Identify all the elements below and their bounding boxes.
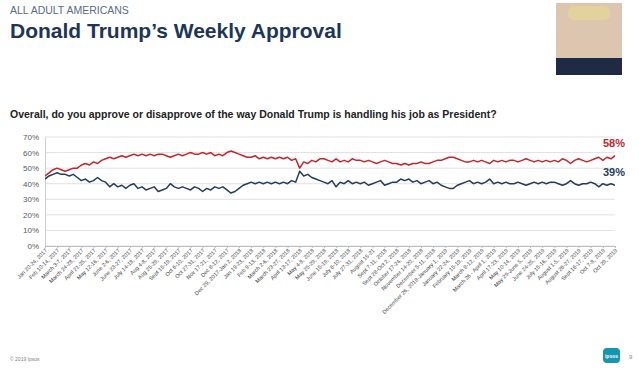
x-tick-mark	[178, 246, 179, 248]
end-label: 58%	[603, 137, 625, 149]
y-tick-label: 30%	[23, 195, 39, 204]
x-tick-mark	[203, 246, 204, 248]
x-tick-mark	[142, 246, 143, 248]
grid-line	[45, 230, 615, 231]
logo-badge	[603, 348, 620, 363]
x-tick-mark	[130, 246, 131, 248]
x-tick-mark	[324, 246, 325, 248]
x-tick-mark	[469, 246, 470, 248]
x-tick: Oct 29, 2019	[592, 246, 619, 274]
x-tick-mark	[263, 246, 264, 248]
x-tick-mark	[554, 246, 555, 248]
x-tick-mark	[300, 246, 301, 248]
logo: ipsos	[603, 348, 620, 363]
x-tick-mark	[57, 246, 58, 248]
y-tick-label: 70%	[23, 133, 39, 142]
x-tick-mark	[591, 246, 592, 248]
x-tick-mark	[579, 246, 580, 248]
x-tick-mark	[421, 246, 422, 248]
y-axis-line	[45, 138, 46, 247]
x-tick-mark	[45, 246, 46, 248]
grid-line	[45, 168, 615, 169]
y-tick-label: 20%	[23, 211, 39, 220]
x-tick: Dec 29, 2017-Jan 2, 2018	[193, 246, 242, 296]
x-tick-mark	[336, 246, 337, 248]
x-tick-mark	[457, 246, 458, 248]
x-tick-mark	[530, 246, 531, 248]
x-tick-mark	[166, 246, 167, 248]
title: Donald Trump’s Weekly Approval	[10, 19, 342, 42]
y-tick: 50%	[23, 164, 45, 173]
x-tick-mark	[482, 246, 483, 248]
x-tick-mark	[94, 246, 95, 248]
x-tick-mark	[542, 246, 543, 248]
x-tick-mark	[433, 246, 434, 248]
x-tick-mark	[239, 246, 240, 248]
y-tick: 10%	[23, 226, 45, 235]
x-tick-mark	[494, 246, 495, 248]
subtitle: Overall, do you approve or disapprove of…	[10, 108, 497, 120]
x-tick-mark	[288, 246, 289, 248]
y-tick: 60%	[23, 149, 45, 158]
x-tick-mark	[372, 246, 373, 248]
x-tick-mark	[397, 246, 398, 248]
photo	[556, 3, 622, 75]
x-tick-mark	[603, 246, 604, 248]
photo-background	[556, 3, 622, 75]
x-tick-mark	[69, 246, 70, 248]
page-number: 9	[629, 354, 633, 360]
x-tick-mark	[251, 246, 252, 248]
x-tick-label: Dec 29, 2017-Jan 2, 2018	[193, 247, 242, 296]
y-tick-label: 0%	[27, 242, 39, 251]
x-tick-mark	[360, 246, 361, 248]
x-tick-label: Oct 29, 2019	[592, 247, 619, 274]
x-tick-mark	[191, 246, 192, 248]
x-tick-mark	[227, 246, 228, 248]
y-tick-label: 60%	[23, 149, 39, 158]
x-tick-mark	[312, 246, 313, 248]
value-labels: 58% 39%	[603, 137, 625, 179]
photo-suit	[556, 58, 622, 75]
x-tick-mark	[385, 246, 386, 248]
x-tick-mark	[118, 246, 119, 248]
series-line	[45, 171, 615, 193]
y-tick: 40%	[23, 180, 45, 189]
logo-text: ipsos	[605, 353, 618, 359]
grid-line	[45, 137, 615, 138]
x-tick-mark	[506, 246, 507, 248]
photo-hair	[568, 6, 610, 20]
y-tick: 30%	[23, 195, 45, 204]
x-tick-mark	[154, 246, 155, 248]
x-axis: Jan 20-24, 2017Feb 10-14, 2017March 3-7,…	[16, 246, 618, 315]
grid	[45, 137, 615, 246]
y-tick: 70%	[23, 133, 45, 142]
footer: © 2019 Ipsos	[10, 356, 40, 362]
x-tick-mark	[215, 246, 216, 248]
plot-area	[45, 151, 615, 193]
end-label: 39%	[603, 166, 625, 178]
x-tick-mark	[106, 246, 107, 248]
grid-line	[45, 214, 615, 215]
y-tick-label: 40%	[23, 180, 39, 189]
x-tick-mark	[518, 246, 519, 248]
kicker: ALL ADULT AMERICANS	[10, 4, 129, 16]
series-line	[45, 151, 615, 176]
y-tick: 20%	[23, 211, 45, 220]
x-axis-line	[46, 246, 616, 247]
slide: ALL ADULT AMERICANS Donald Trump’s Weekly…	[0, 0, 639, 373]
x-tick-mark	[275, 246, 276, 248]
x-tick-mark	[566, 246, 567, 248]
y-axis: 0% 10% 20% 30% 40% 50% 60% 70%	[23, 133, 46, 251]
grid-line	[45, 199, 615, 200]
x-tick-mark	[445, 246, 446, 248]
grid-line	[45, 152, 615, 153]
x-tick-mark	[409, 246, 410, 248]
y-tick-label: 10%	[23, 226, 39, 235]
x-tick-mark	[81, 246, 82, 248]
x-tick-mark	[348, 246, 349, 248]
x-tick-mark	[615, 246, 616, 248]
y-tick-label: 50%	[23, 164, 39, 173]
